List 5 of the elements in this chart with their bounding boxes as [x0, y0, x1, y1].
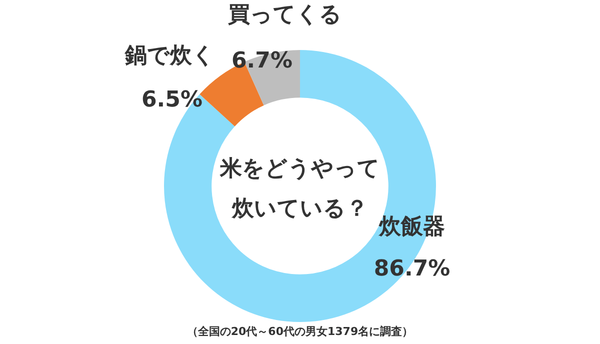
data-label: 6.7%: [231, 48, 293, 74]
slice-label: 鍋で炊く: [124, 44, 215, 69]
text: （全国の20代～60代の男女1379名に調査）: [186, 324, 414, 339]
text: 米をどうやって炊いている？: [219, 156, 380, 222]
slice-label: 買ってくる: [227, 2, 342, 28]
